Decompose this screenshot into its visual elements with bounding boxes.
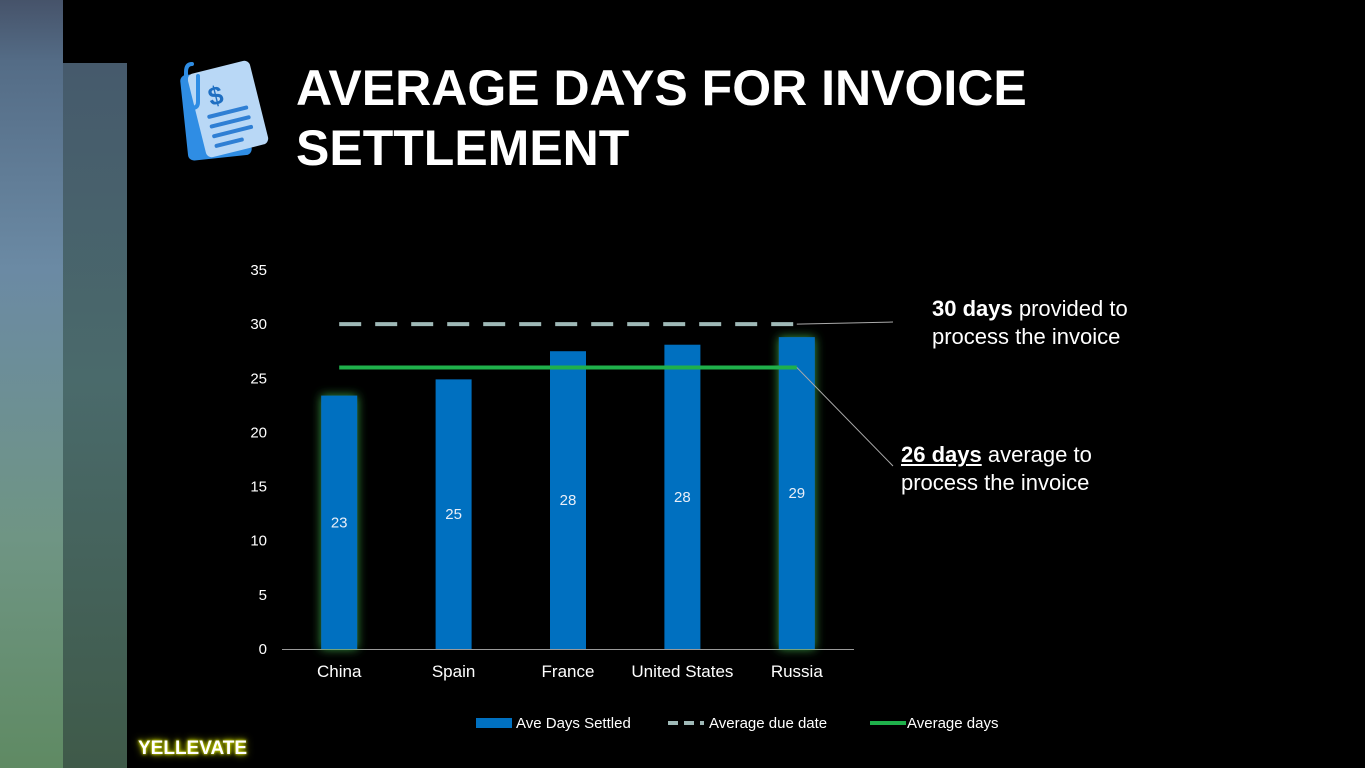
y-tick-label: 30	[250, 316, 267, 333]
y-tick-label: 15	[250, 479, 267, 496]
y-tick-label: 25	[250, 370, 267, 387]
y-tick-label: 35	[250, 262, 267, 279]
annotation-avg-leader	[796, 367, 894, 467]
x-tick-label: France	[542, 662, 595, 681]
bar-data-label: 29	[788, 485, 805, 502]
annotation-avg-bold: 26 days	[901, 442, 982, 467]
decor-strip-inner	[63, 63, 127, 768]
bar-data-label: 28	[674, 489, 691, 506]
annotation-avg-line2: process the invoice	[901, 470, 1090, 495]
y-tick-label: 20	[250, 424, 267, 441]
annotation-avg: 26 days average to process the invoice	[901, 441, 1092, 497]
annotation-avg-rest: average to	[981, 442, 1092, 467]
decor-strip-left	[0, 0, 63, 768]
bar-spain	[435, 379, 472, 649]
x-tick-label: Russia	[771, 662, 824, 681]
legend-swatch-bar	[476, 718, 512, 728]
bar-united-states	[664, 344, 701, 649]
brand-logo: YELLEVATE	[138, 738, 248, 759]
bar-data-label: 23	[331, 514, 348, 531]
bar-france	[550, 351, 586, 649]
annotation-due-rest: provided to	[1012, 296, 1128, 321]
x-tick-label: United States	[631, 662, 733, 681]
y-tick-label: 10	[250, 533, 267, 550]
y-tick-label: 0	[259, 641, 267, 658]
annotation-due-leader	[796, 321, 894, 325]
y-tick-label: 5	[259, 587, 267, 604]
x-tick-label: Spain	[432, 662, 475, 681]
page-title: AVERAGE DAYS FOR INVOICE SETTLEMENT	[296, 58, 1116, 178]
x-tick-label: China	[317, 662, 362, 681]
title-line-1: AVERAGE DAYS FOR INVOICE	[296, 60, 1027, 116]
invoice-dollar-icon: $	[180, 60, 269, 161]
legend-label-due: Average due date	[709, 715, 827, 732]
bar-data-label: 25	[445, 506, 462, 523]
bar-china	[321, 395, 358, 649]
legend-label-bar: Ave Days Settled	[516, 715, 631, 732]
annotation-due-bold: 30 days	[932, 296, 1013, 321]
annotation-due: 30 days provided to process the invoice	[932, 295, 1128, 351]
bar-russia	[778, 337, 815, 649]
annotation-due-line2: process the invoice	[932, 324, 1121, 349]
title-line-2: SETTLEMENT	[296, 120, 630, 176]
legend-label-avg: Average days	[907, 715, 998, 732]
bar-data-label: 28	[560, 492, 577, 509]
